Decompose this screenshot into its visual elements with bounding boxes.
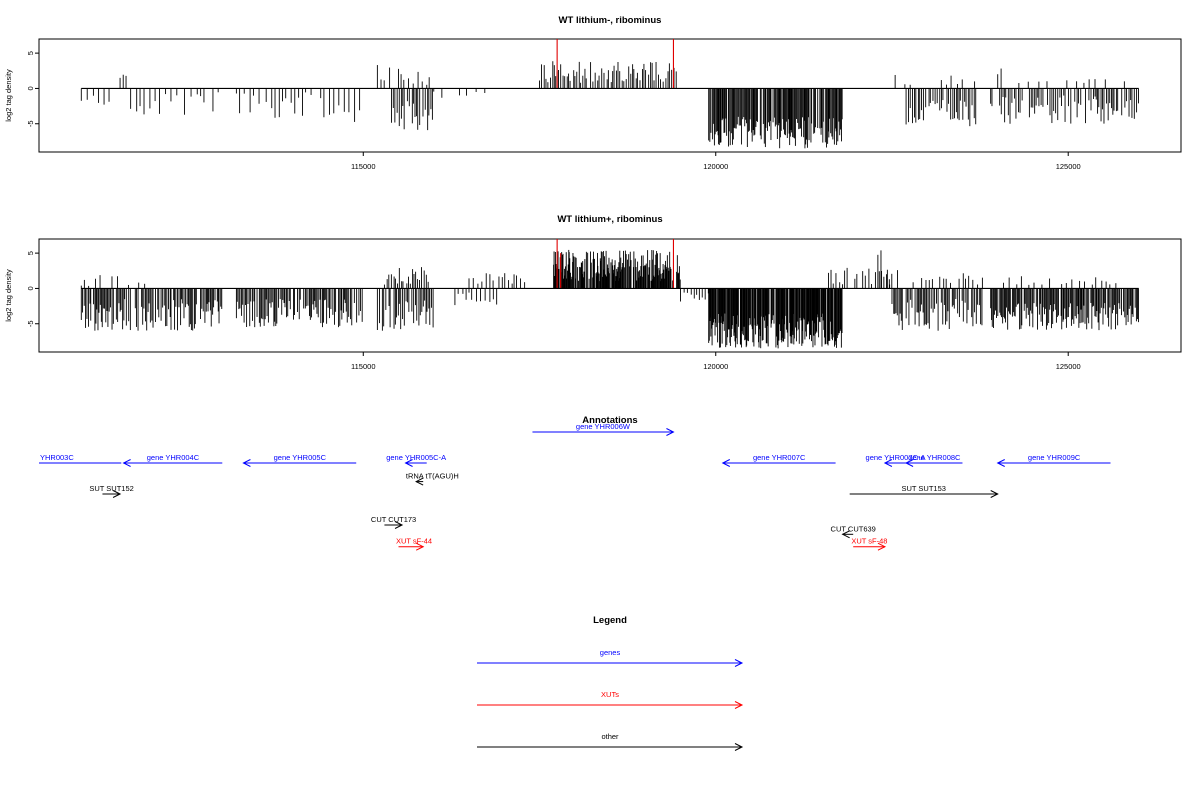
panel-lithium-minus: WT lithium-, ribominus log2 tag density … [4,15,1182,171]
annotation-trna-tt-agu-h-head [415,477,424,486]
panel-lithium-plus: WT lithium+, ribominus log2 tag density … [4,214,1182,371]
annotation-gene-yhr007c-a-head [883,459,893,467]
legend-xuts-label: XUTs [601,690,619,699]
annotation-cut-cut173-head [394,521,404,529]
panel-1-y-tick-label: 0 [26,86,35,90]
annotation-gene-yhr006w-head [666,428,675,436]
legend-item-genes: genes [477,648,744,667]
panel-2-y-axis-label: log2 tag density [4,269,13,322]
legend-entries: genes XUTs other [477,648,744,751]
panel-2-title: WT lithium+, ribominus [557,214,662,225]
legend-other-label: other [601,732,619,741]
panel-1-y-tick-label: -5 [26,120,35,127]
annotation-gene-yhr007c: gene YHR007C [721,453,836,467]
legend-other-arrow-head [734,743,744,751]
annotation-sut-sut153: SUT SUT153 [849,484,999,498]
annotation-xut-sf-48-head [877,542,887,551]
panel-1-title: WT lithium-, ribominus [559,15,662,26]
panel-2-highlights [556,239,674,289]
annotation-gene-yhr009c: gene YHR009C [996,453,1111,467]
annotation-cut-cut639-head [841,530,850,539]
annotation-gene-yhr004c: gene YHR004C [122,453,223,467]
panel-1-x-tick-label: 115000 [351,162,375,171]
legend-item-other: other [477,732,744,751]
panel-2-x-axis: 115000 120000 125000 [351,352,1081,371]
annotation-xut-sf-44-label: XUT sF-44 [396,537,432,546]
legend-genes-arrow-head [734,659,744,667]
annotation-gene-yhr005c: gene YHR005C [242,453,357,467]
panel-1-x-tick-label: 120000 [703,162,728,171]
legend-genes-label: genes [600,648,621,657]
annotation-cut-cut173: CUT CUT173 [371,515,416,529]
annotation-gene-yhr005c-label: gene YHR005C [274,453,327,462]
annotation-gene-yhr005c-a-head [404,459,413,467]
panel-2-x-tick-label: 115000 [351,362,375,371]
legend-xuts-arrow-head [734,701,744,709]
annotation-cut-cut173-label: CUT CUT173 [371,515,416,524]
annotation-sut-sut152-head [112,490,122,498]
annotation-gene-yhr008c-head [904,459,914,467]
annotation-xut-sf-48: XUT sF-48 [851,537,887,551]
panel-2-x-tick-label: 120000 [703,362,728,371]
legend-section: Legend genes XUTs other [477,615,744,751]
panel-2-y-tick-label: 5 [26,251,35,255]
annotation-xut-sf-44: XUT sF-44 [396,537,432,551]
annotation-xut-sf-48-label: XUT sF-48 [851,537,887,546]
panel-1-y-axis: 5 0 -5 [26,51,40,127]
annotation-xut-sf-44-head [415,542,425,551]
annotation-gene-yhr004c-head [122,459,131,467]
panel-1-x-tick-label: 125000 [1056,162,1081,171]
panel-2-y-axis: 5 0 -5 [26,251,40,327]
annotation-cut-cut639: CUT CUT639 [831,524,876,539]
annotation-yhr003c: YHR003C [39,453,122,464]
panel-1-y-axis-label: log2 tag density [4,69,13,122]
annotation-gene-yhr007c-label: gene YHR007C [753,453,806,462]
panel-2-y-tick-label: 0 [26,286,35,290]
annotation-gene-yhr005c-head [242,459,251,467]
annotation-gene-yhr007c-a: gene YHR007C-A [866,453,926,467]
annotation-sut-sut153-head [990,490,999,498]
annotation-gene-yhr006w-label: gene YHR006W [576,422,631,431]
panel-1-highlights [556,39,674,89]
panel-1-x-axis: 115000 120000 125000 [351,152,1081,171]
annotation-sut-sut153-label: SUT SUT153 [901,484,945,493]
legend-title: Legend [593,615,627,626]
annotation-cut-cut639-label: CUT CUT639 [831,524,876,533]
annotation-sut-sut152: SUT SUT152 [89,484,134,498]
legend-item-xuts: XUTs [477,690,744,709]
annotation-gene-yhr007c-a-label: gene YHR007C-A [866,453,926,462]
annotation-sut-sut152-label: SUT SUT152 [89,484,133,493]
panel-2-x-tick-label: 125000 [1056,362,1081,371]
annotation-gene-yhr009c-head [996,459,1005,467]
panel-1-bars [80,61,1139,149]
annotation-gene-yhr006w: gene YHR006W [532,422,675,436]
annotation-gene-yhr008c: gene YHR008C [904,453,963,467]
annotation-trna-tt-agu-h: tRNA tT(AGU)H [406,472,459,486]
panel-2-y-tick-label: -5 [26,320,35,327]
annotations-section: Annotations YHR003C gene YHR004C gene YHR0… [39,415,1111,551]
annotation-gene-yhr005c-a: gene YHR005C-A [386,453,446,467]
annotation-trna-tt-agu-h-label: tRNA tT(AGU)H [406,472,459,481]
annotation-gene-yhr008c-label: gene YHR008C [908,453,961,462]
annotations-title: Annotations [582,415,637,426]
annotation-yhr003c-label: YHR003C [40,453,74,462]
annotation-gene-yhr009c-label: gene YHR009C [1028,453,1081,462]
annotation-tracks: YHR003C gene YHR004C gene YHR005C gene YHR0… [39,422,1111,551]
annotation-gene-yhr007c-head [721,459,731,467]
annotation-gene-yhr004c-label: gene YHR004C [147,453,200,462]
panel-1-y-tick-label: 5 [26,51,35,55]
annotation-gene-yhr005c-a-label: gene YHR005C-A [386,453,446,462]
